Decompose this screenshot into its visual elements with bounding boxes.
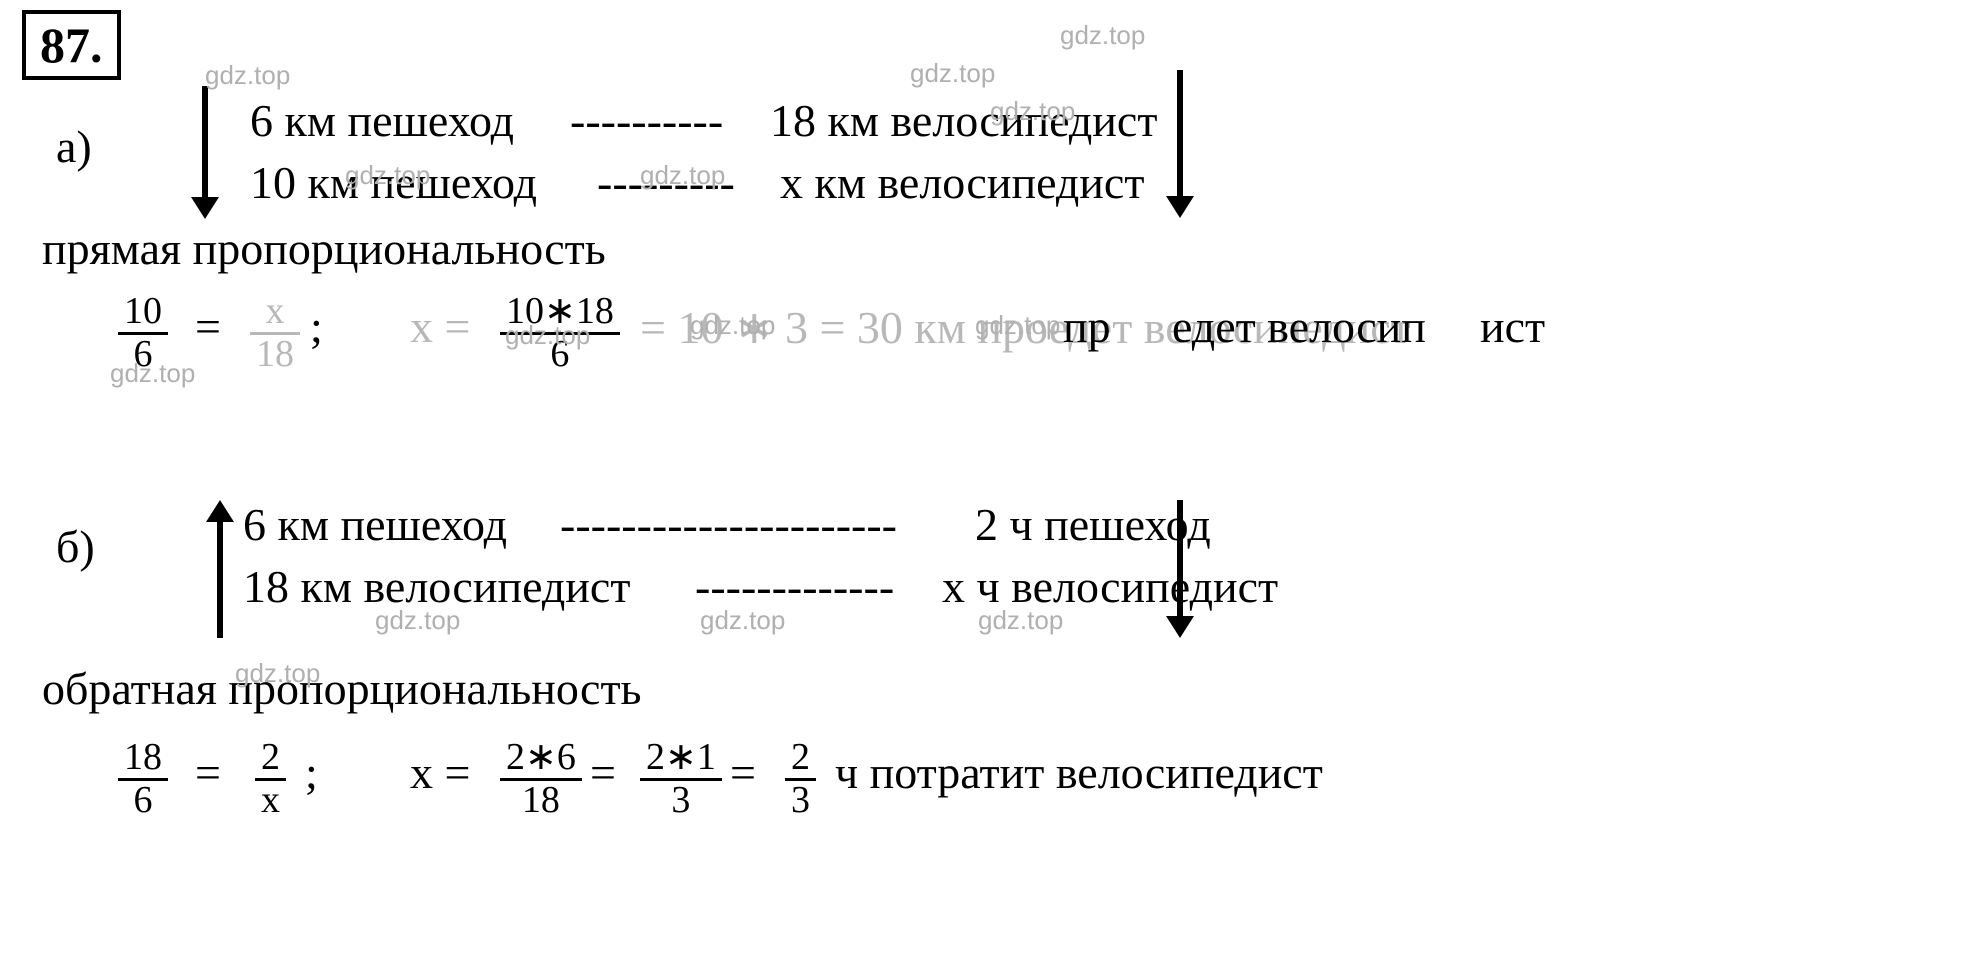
b-tail: ч потратит велосипедист (835, 746, 1323, 799)
a-tail-black-3: ист (1480, 300, 1545, 353)
problem-number-box: 87. (22, 10, 121, 80)
a-semi: ; (310, 300, 323, 353)
part-a-label: а) (56, 120, 92, 173)
watermark-text: gdz.top (910, 58, 995, 89)
a-frac2: x18 (250, 292, 300, 375)
a-row2-right: х км велосипедист (780, 156, 1144, 209)
b-eq2: = (590, 746, 616, 799)
watermark-text: gdz.top (1060, 20, 1145, 51)
a-row2-left: 10 км пешеход (250, 156, 537, 209)
arrow-b-right-down-icon (1160, 500, 1200, 650)
a-eq1: = (195, 300, 221, 353)
b-frac5: 23 (785, 738, 816, 821)
b-frac4: 2∗13 (640, 738, 722, 821)
arrow-b-left-up-icon (200, 500, 240, 650)
b-row1-dash: ---------------------- (560, 498, 897, 551)
b-frac3: 2∗618 (500, 738, 582, 821)
problem-number: 87. (40, 17, 103, 73)
a-tail-black-2: едет велосип (1172, 300, 1426, 353)
b-eq3: = (730, 746, 756, 799)
b-frac1: 186 (118, 738, 168, 821)
a-row2-dash: --------- (597, 156, 735, 209)
b-semi: ; (305, 746, 318, 799)
b-row1-left: 6 км пешеход (243, 498, 507, 551)
a-frac1: 106 (118, 292, 168, 375)
arrow-a-left-down-icon (185, 86, 225, 231)
b-row2-right: х ч велосипедист (942, 560, 1278, 613)
a-relation: прямая пропорциональность (42, 222, 606, 275)
b-row2-left: 18 км велосипедист (243, 560, 630, 613)
a-tail-black-1: пр (1063, 300, 1111, 353)
arrow-a-right-down-icon (1160, 70, 1200, 230)
a-frac3: 10∗186 (500, 292, 620, 375)
b-relation: обратная пропорциональность (42, 662, 642, 715)
b-row2-dash: ------------- (695, 560, 894, 613)
a-xeq: x = (410, 300, 470, 353)
b-eq1: = (195, 746, 221, 799)
a-row1-right: 18 км велосипедист (770, 94, 1157, 147)
a-row1-left: 6 км пешеход (250, 94, 514, 147)
b-xeq: x = (410, 746, 470, 799)
b-frac2: 2x (255, 738, 286, 821)
part-b-label: б) (56, 520, 95, 573)
a-row1-dash: ---------- (570, 94, 723, 147)
